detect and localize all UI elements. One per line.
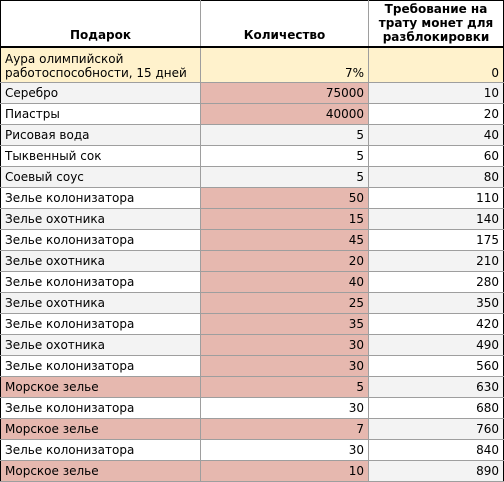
requirement-cell: 680 (368, 397, 504, 419)
requirement-cell: 175 (368, 229, 504, 251)
quantity-cell: 5 (200, 124, 369, 146)
requirement-cell: 140 (368, 208, 504, 230)
table-row: Рисовая вода 5 40 (0, 124, 504, 146)
gift-cell: Зелье колонизатора (0, 397, 201, 419)
table-row: Морское зелье 7 760 (0, 418, 504, 440)
quantity-cell: 50 (200, 187, 369, 209)
gift-cell: Пиастры (0, 103, 201, 125)
table-row: Морское зелье 5 630 (0, 376, 504, 398)
quantity-cell: 30 (200, 397, 369, 419)
quantity-cell: 10 (200, 460, 369, 482)
gift-cell: Зелье колонизатора (0, 229, 201, 251)
table-row: Тыквенный сок 5 60 (0, 145, 504, 167)
quantity-cell: 35 (200, 313, 369, 335)
table-row: Зелье охотника 20 210 (0, 250, 504, 272)
requirement-cell: 420 (368, 313, 504, 335)
table-row: Зелье охотника 30 490 (0, 334, 504, 356)
requirement-cell: 210 (368, 250, 504, 272)
quantity-cell: 5 (200, 376, 369, 398)
requirement-cell: 0 (368, 46, 504, 83)
requirement-cell: 280 (368, 271, 504, 293)
gift-cell: Морское зелье (0, 376, 201, 398)
quantity-cell: 7% (200, 46, 369, 83)
quantity-cell: 30 (200, 439, 369, 461)
table-body: Аура олимпийской работоспособности, 15 д… (0, 46, 504, 482)
quantity-cell: 30 (200, 355, 369, 377)
table-row: Зелье колонизатора 30 560 (0, 355, 504, 377)
table-row: Зелье колонизатора 35 420 (0, 313, 504, 335)
gift-cell: Соевый соус (0, 166, 201, 188)
table-row: Морское зелье 10 890 (0, 460, 504, 482)
header-row: Подарок Количество Требование на трату м… (0, 0, 504, 48)
requirement-cell: 760 (368, 418, 504, 440)
requirement-cell: 630 (368, 376, 504, 398)
table-row: Пиастры 40000 20 (0, 103, 504, 125)
quantity-cell: 40 (200, 271, 369, 293)
gift-cell: Зелье охотника (0, 292, 201, 314)
header-requirement: Требование на трату монет для разблокиро… (368, 0, 504, 48)
table-row: Зелье колонизатора 30 840 (0, 439, 504, 461)
quantity-cell: 5 (200, 145, 369, 167)
requirement-cell: 840 (368, 439, 504, 461)
requirement-cell: 10 (368, 82, 504, 104)
quantity-cell: 40000 (200, 103, 369, 125)
table-row: Серебро 75000 10 (0, 82, 504, 104)
requirement-cell: 110 (368, 187, 504, 209)
gift-cell: Зелье колонизатора (0, 187, 201, 209)
gift-cell: Морское зелье (0, 418, 201, 440)
gift-cell: Зелье колонизатора (0, 439, 201, 461)
quantity-cell: 20 (200, 250, 369, 272)
requirement-cell: 350 (368, 292, 504, 314)
table-row: Зелье колонизатора 30 680 (0, 397, 504, 419)
table-row: Зелье колонизатора 40 280 (0, 271, 504, 293)
requirement-cell: 890 (368, 460, 504, 482)
gift-cell: Зелье охотника (0, 334, 201, 356)
gift-cell: Морское зелье (0, 460, 201, 482)
requirement-cell: 80 (368, 166, 504, 188)
requirement-cell: 40 (368, 124, 504, 146)
header-quantity: Количество (200, 0, 369, 48)
quantity-cell: 5 (200, 166, 369, 188)
gift-cell: Серебро (0, 82, 201, 104)
table-row: Зелье колонизатора 45 175 (0, 229, 504, 251)
table-row: Зелье колонизатора 50 110 (0, 187, 504, 209)
table-row: Зелье охотника 25 350 (0, 292, 504, 314)
quantity-cell: 25 (200, 292, 369, 314)
table-row: Зелье охотника 15 140 (0, 208, 504, 230)
gift-cell: Тыквенный сок (0, 145, 201, 167)
table-row: Соевый соус 5 80 (0, 166, 504, 188)
gift-cell: Зелье охотника (0, 250, 201, 272)
gift-cell: Рисовая вода (0, 124, 201, 146)
gift-cell: Аура олимпийской работоспособности, 15 д… (0, 46, 201, 83)
quantity-cell: 75000 (200, 82, 369, 104)
quantity-cell: 7 (200, 418, 369, 440)
requirement-cell: 560 (368, 355, 504, 377)
gift-cell: Зелье колонизатора (0, 271, 201, 293)
gift-cell: Зелье колонизатора (0, 313, 201, 335)
quantity-cell: 30 (200, 334, 369, 356)
quantity-cell: 45 (200, 229, 369, 251)
requirement-cell: 20 (368, 103, 504, 125)
gift-cell: Зелье колонизатора (0, 355, 201, 377)
gift-cell: Зелье охотника (0, 208, 201, 230)
quantity-cell: 15 (200, 208, 369, 230)
table-row: Аура олимпийской работоспособности, 15 д… (0, 46, 504, 83)
header-gift: Подарок (0, 0, 201, 48)
requirement-cell: 490 (368, 334, 504, 356)
requirement-cell: 60 (368, 145, 504, 167)
table-header: Подарок Количество Требование на трату м… (0, 0, 504, 48)
